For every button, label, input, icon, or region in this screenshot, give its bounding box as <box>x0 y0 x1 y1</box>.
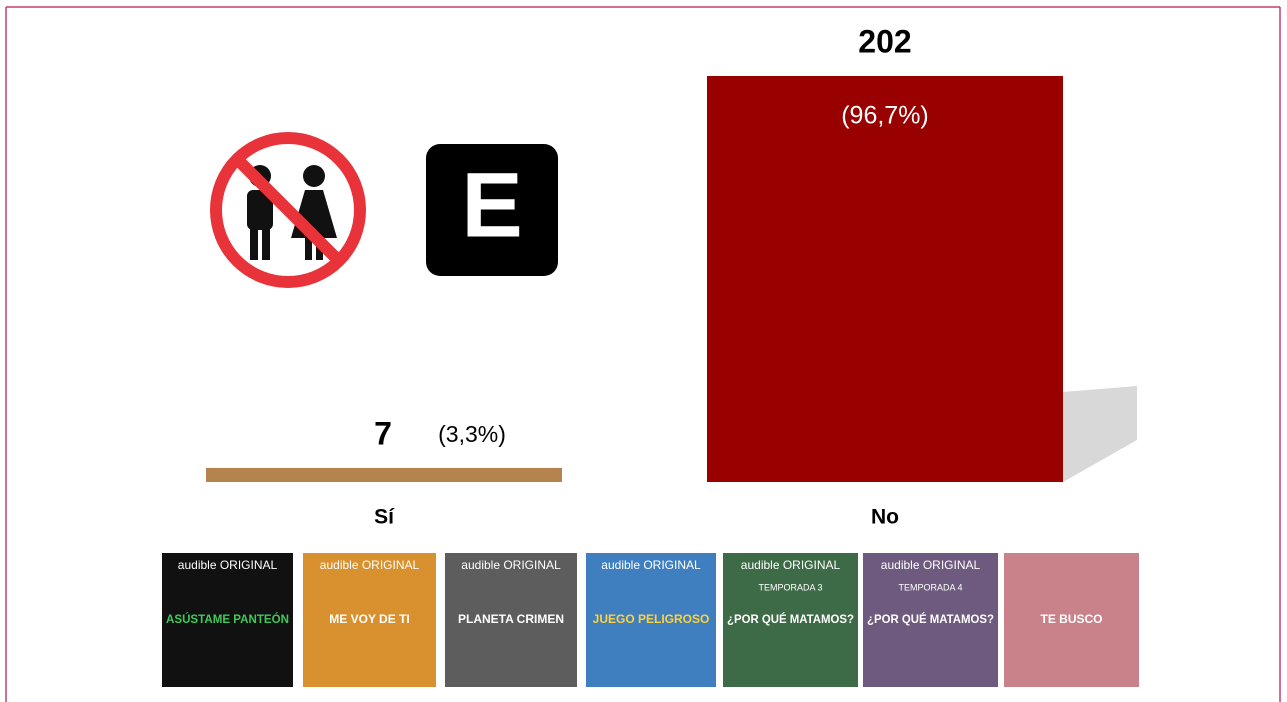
x-tick-label: Sí <box>374 506 395 529</box>
cover-brand: audible ORIGINAL <box>881 558 981 572</box>
bar <box>707 76 1063 482</box>
cover-title: ¿POR QUÉ MATAMOS? <box>727 611 854 626</box>
podcast-cover: audible ORIGINAL TEMPORADA 4 ¿POR QUÉ MATA… <box>863 553 998 687</box>
value-label: 7 <box>374 415 392 451</box>
rating-badge-text: E <box>461 154 522 256</box>
cover-title: PLANETA CRIMEN <box>458 612 564 626</box>
no-children-icon <box>210 132 366 288</box>
cover-brand: audible ORIGINAL <box>461 558 561 572</box>
cover-title: ME VOY DE TI <box>329 612 409 626</box>
cover-brand: audible ORIGINAL <box>178 558 278 572</box>
cover-brand: audible ORIGINAL <box>741 558 841 572</box>
podcast-cover: audible ORIGINAL PLANETA CRIMEN <box>445 553 577 687</box>
share-label: (96,7%) <box>841 102 929 130</box>
podcast-cover: audible ORIGINAL ME VOY DE TI <box>303 553 436 687</box>
cover-title: ¿POR QUÉ MATAMOS? <box>867 611 994 626</box>
cover-title: JUEGO PELIGROSO <box>593 612 710 626</box>
cover-season: TEMPORADA 3 <box>758 582 822 592</box>
cover-title: TE BUSCO <box>1040 612 1102 626</box>
cover-art <box>1004 553 1139 687</box>
x-tick-label: No <box>871 506 899 529</box>
cover-art <box>863 553 998 687</box>
podcast-cover: audible ORIGINAL ASÚSTAME PANTEÓN <box>162 553 293 687</box>
share-label: (3,3%) <box>438 421 506 447</box>
cover-art <box>723 553 858 687</box>
podcast-cover: TE BUSCO <box>1004 553 1139 687</box>
podcast-cover: audible ORIGINAL TEMPORADA 3 ¿POR QUÉ MATA… <box>723 553 858 687</box>
cover-title: ASÚSTAME PANTEÓN <box>166 611 289 626</box>
cover-art <box>303 553 436 687</box>
rating-badge <box>426 144 558 276</box>
cover-art <box>445 553 577 687</box>
value-label: 202 <box>858 23 911 59</box>
cover-brand: audible ORIGINAL <box>320 558 420 572</box>
podcast-cover: audible ORIGINAL JUEGO PELIGROSO <box>586 553 716 687</box>
cover-art <box>162 553 293 687</box>
bar <box>206 467 562 482</box>
cover-brand: audible ORIGINAL <box>601 558 701 572</box>
cover-art <box>586 553 716 687</box>
cover-season: TEMPORADA 4 <box>898 582 962 592</box>
bar-shadow <box>1063 386 1137 482</box>
